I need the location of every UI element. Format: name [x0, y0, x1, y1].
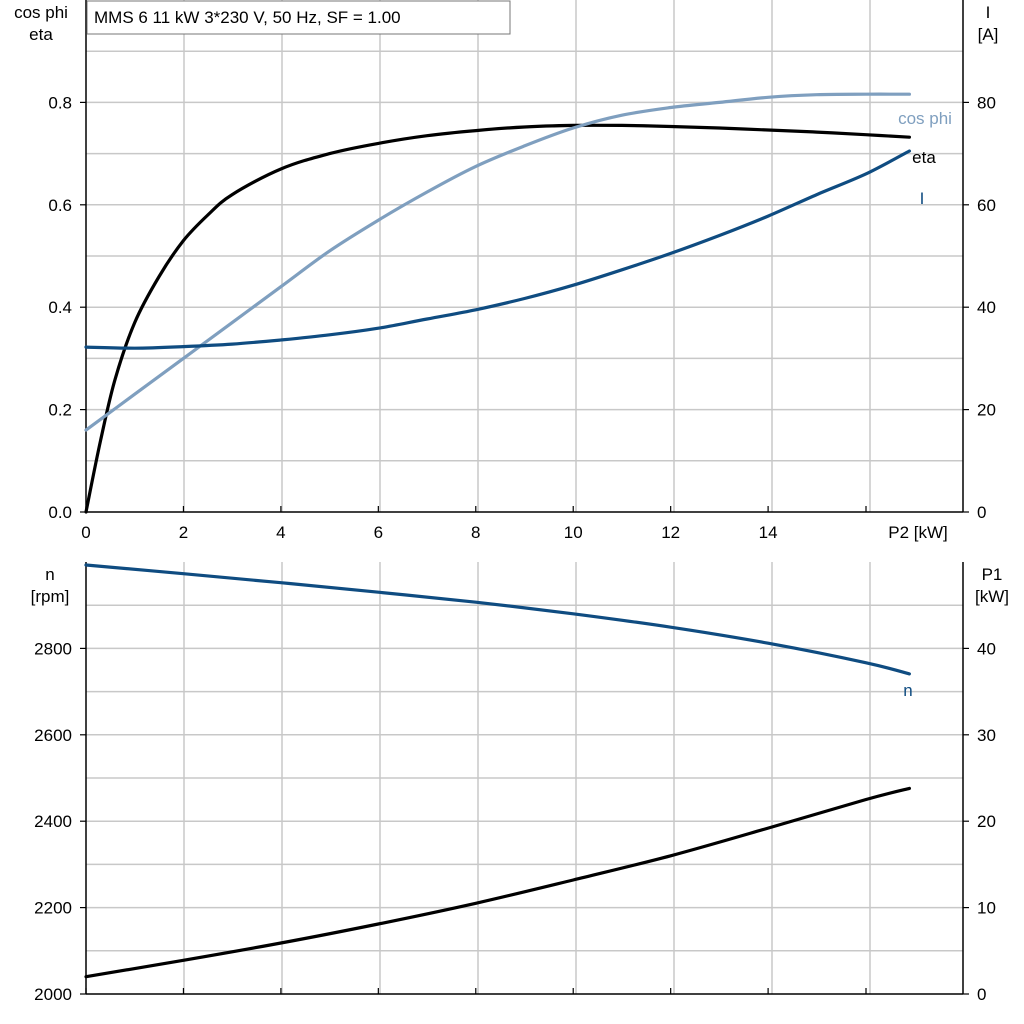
x-tick-label: 4 [276, 523, 285, 542]
title-box [86, 0, 511, 35]
y-right-axis-label: I [986, 3, 991, 22]
x-tick-label: 12 [661, 523, 680, 542]
y-right-tick-label: 0 [977, 503, 986, 522]
y-right-tick-label: 80 [977, 93, 996, 112]
y-right-axis-label: [A] [978, 25, 999, 44]
y-right-tick-label: 10 [977, 899, 996, 918]
x-tick-label: 6 [374, 523, 383, 542]
y-left-tick-label: 2600 [34, 726, 72, 745]
y-left-axis-label: [rpm] [31, 587, 70, 606]
series-line-n-c1 [84, 563, 911, 676]
y-left-tick-label: 0.0 [48, 503, 72, 522]
series-label-cos-phi: cos phi [898, 109, 952, 128]
y-left-tick-label: 2400 [34, 812, 72, 831]
gridlines-c0 [86, 0, 963, 512]
x-tick-label: 2 [179, 523, 188, 542]
gridlines-c1 [86, 562, 963, 994]
y-left-tick-label: 0.2 [48, 401, 72, 420]
y-right-tick-label: 40 [977, 298, 996, 317]
series-line-cos-phi-c0 [84, 92, 911, 432]
series-line-eta-c0 [84, 123, 911, 514]
series-label-n: n [903, 681, 912, 700]
y-left-tick-label: 0.4 [48, 298, 72, 317]
chart-title: MMS 6 11 kW 3*230 V, 50 Hz, SF = 1.00 [94, 8, 401, 27]
series-label-i: I [920, 189, 925, 208]
y-left-tick-label: 2200 [34, 899, 72, 918]
y-right-tick-label: 40 [977, 639, 996, 658]
y-left-tick-label: 0.8 [48, 93, 72, 112]
x-tick-label: 10 [564, 523, 583, 542]
y-right-tick-label: 20 [977, 401, 996, 420]
y-right-tick-label: 20 [977, 812, 996, 831]
y-left-tick-label: 0.6 [48, 196, 72, 215]
x-tick-label: 8 [471, 523, 480, 542]
y-left-tick-label: 2000 [34, 985, 72, 1004]
x-tick-label: 0 [81, 523, 90, 542]
series-line-p1-c1 [84, 786, 911, 979]
y-right-tick-label: 0 [977, 985, 986, 1004]
y-right-axis-label: P1 [982, 565, 1003, 584]
series-label-eta: eta [912, 148, 936, 167]
y-right-tick-label: 30 [977, 726, 996, 745]
y-left-axis-label: n [45, 565, 54, 584]
y-left-axis-label: cos phi [14, 3, 68, 22]
y-right-tick-label: 60 [977, 196, 996, 215]
x-tick-label: 14 [759, 523, 778, 542]
y-left-tick-label: 2800 [34, 639, 72, 658]
y-right-axis-label: [kW] [975, 587, 1009, 606]
series-line-i-c0 [84, 149, 911, 350]
x-axis-label: P2 [kW] [888, 523, 948, 542]
y-left-axis-label: eta [29, 25, 53, 44]
